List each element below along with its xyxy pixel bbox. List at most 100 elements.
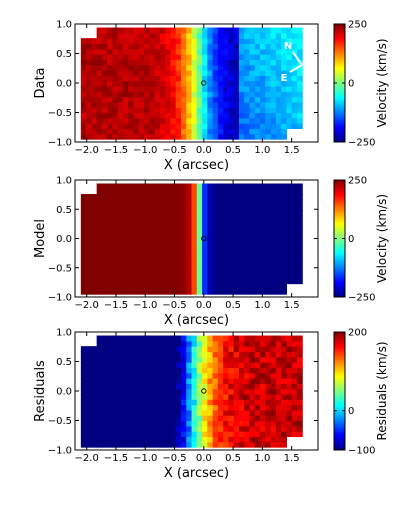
heatmap-cell <box>186 404 193 411</box>
heatmap-cell <box>186 117 193 124</box>
heatmap-cell <box>80 262 87 269</box>
heatmap-cell <box>196 340 203 347</box>
colorbar-segment <box>334 440 345 443</box>
colorbar-segment <box>334 181 345 185</box>
heatmap-cell <box>296 431 303 438</box>
heatmap-cell <box>223 251 230 258</box>
heatmap-cell <box>186 420 193 427</box>
heatmap-cell <box>270 204 277 211</box>
heatmap-cell <box>149 283 156 290</box>
heatmap-cell <box>212 340 219 347</box>
heatmap-cell <box>96 230 103 237</box>
heatmap-cell <box>175 335 182 342</box>
heatmap-cell <box>249 128 256 135</box>
heatmap-cell <box>123 340 129 347</box>
heatmap-cell <box>96 283 103 290</box>
y-tick-label: 0.0 <box>56 387 72 398</box>
heatmap-cell <box>244 351 251 358</box>
heatmap-cell <box>202 431 208 438</box>
heatmap-cell <box>80 107 87 114</box>
heatmap-cell <box>254 199 261 206</box>
heatmap-cell <box>286 199 293 206</box>
x-tick-label: −1.5 <box>104 453 128 464</box>
heatmap-cell <box>117 133 124 140</box>
heatmap-cell <box>133 183 140 190</box>
heatmap-cell <box>265 183 272 190</box>
heatmap-cell <box>165 367 172 374</box>
heatmap-cell <box>191 415 198 422</box>
heatmap-cell <box>175 383 182 390</box>
heatmap-cell <box>107 48 114 55</box>
heatmap-cell <box>207 32 214 39</box>
heatmap-cell <box>133 351 140 358</box>
heatmap-cell <box>138 346 145 353</box>
heatmap-cell <box>296 420 303 427</box>
heatmap-cell <box>191 230 198 237</box>
heatmap-cell <box>112 59 119 66</box>
heatmap-cell <box>238 420 245 427</box>
heatmap-cell <box>223 133 230 140</box>
heatmap-cell <box>112 288 119 295</box>
heatmap-cell <box>244 204 251 211</box>
heatmap-cell <box>144 409 150 416</box>
heatmap-cell <box>212 194 219 200</box>
heatmap-cell <box>186 236 193 243</box>
heatmap-cell <box>154 96 161 103</box>
heatmap-cell <box>138 251 145 258</box>
heatmap-cell <box>128 101 135 108</box>
heatmap-cell <box>244 27 251 34</box>
heatmap-cell <box>281 273 287 279</box>
heatmap-cell <box>165 283 172 290</box>
heatmap-cell <box>165 70 172 76</box>
colorbar-segment <box>334 398 345 402</box>
colorbar-segment <box>334 67 345 70</box>
heatmap-cell <box>191 48 198 55</box>
heatmap-cell <box>196 75 203 82</box>
x-tick-label: −1.5 <box>104 300 128 311</box>
heatmap-cell <box>291 70 298 76</box>
heatmap-cell <box>223 230 230 237</box>
heatmap-cell <box>186 262 193 269</box>
heatmap-cell <box>128 346 135 353</box>
heatmap-cell <box>180 80 187 87</box>
heatmap-cell <box>80 436 87 443</box>
heatmap-cell <box>228 128 235 135</box>
heatmap-cell <box>238 43 245 50</box>
heatmap-cell <box>244 288 251 295</box>
heatmap-cell <box>228 378 235 384</box>
heatmap-cell <box>133 425 140 432</box>
heatmap-cell <box>107 362 114 368</box>
heatmap-cell <box>281 262 287 269</box>
heatmap-cell <box>296 346 303 353</box>
heatmap-cell <box>96 32 103 39</box>
heatmap-cell <box>180 43 187 50</box>
heatmap-cell <box>144 209 150 216</box>
heatmap-cell <box>154 283 161 290</box>
heatmap-cell <box>191 54 198 60</box>
heatmap-cell <box>159 246 166 253</box>
heatmap-cell <box>123 43 129 50</box>
heatmap-cell <box>281 404 287 411</box>
heatmap-cell <box>254 70 261 76</box>
heatmap-cell <box>91 128 98 135</box>
heatmap-cell <box>123 262 129 269</box>
heatmap-cell <box>270 246 277 253</box>
heatmap-cell <box>117 415 124 422</box>
heatmap-cell <box>244 436 251 443</box>
heatmap-cell <box>133 230 140 237</box>
heatmap-cell <box>202 215 208 221</box>
heatmap-cell <box>270 236 277 243</box>
heatmap-cell <box>149 48 156 55</box>
colorbar-segment <box>334 232 345 236</box>
heatmap-cell <box>138 194 145 200</box>
x-tick-label: 0.0 <box>196 145 212 156</box>
heatmap-cell <box>170 43 177 50</box>
heatmap-cell <box>212 383 219 390</box>
heatmap-cell <box>117 38 124 45</box>
heatmap-cell <box>191 383 198 390</box>
heatmap-cell <box>144 372 150 379</box>
heatmap-cell <box>80 199 87 206</box>
heatmap-cell <box>281 441 287 448</box>
heatmap-cell <box>154 267 161 274</box>
heatmap-cell <box>123 372 129 379</box>
